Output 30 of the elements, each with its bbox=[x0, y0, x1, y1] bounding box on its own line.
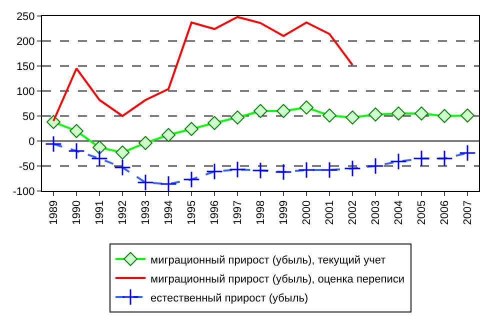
x-tick-label: 1993 bbox=[140, 200, 152, 225]
y-tick-label: 50 bbox=[22, 110, 35, 123]
legend-label: естественный прирост (убыль) bbox=[150, 292, 308, 304]
legend-label: миграционный прирост (убыль), текущий учет bbox=[150, 254, 386, 266]
y-tick-label: 200 bbox=[16, 36, 35, 48]
x-tick-label: 1990 bbox=[71, 200, 84, 225]
x-tick-label: 2003 bbox=[370, 200, 382, 225]
x-tick-label: 1994 bbox=[163, 200, 176, 225]
y-tick-label: 250 bbox=[16, 10, 35, 23]
x-tick-label: 1996 bbox=[209, 200, 222, 225]
x-tick-label: 2005 bbox=[416, 200, 428, 225]
x-tick-label: 2002 bbox=[347, 200, 360, 225]
x-tick-label: 2006 bbox=[439, 200, 452, 225]
x-tick-label: 2007 bbox=[462, 200, 474, 225]
y-tick-label: 0 bbox=[28, 136, 35, 148]
x-tick-label: 2004 bbox=[393, 200, 406, 225]
x-tick-label: 1992 bbox=[117, 200, 130, 225]
y-tick-label: 100 bbox=[16, 86, 35, 98]
y-tick-label: -50 bbox=[18, 160, 35, 173]
x-tick-label: 1997 bbox=[232, 200, 244, 225]
x-tick-label: 2001 bbox=[324, 200, 336, 225]
x-tick-label: 1999 bbox=[278, 200, 290, 225]
y-tick-label: -100 bbox=[12, 186, 35, 198]
y-tick-label: 150 bbox=[16, 60, 35, 73]
legend-label: миграционный прирост (убыль), оценка переписи bbox=[150, 273, 405, 286]
x-tick-label: 2000 bbox=[301, 200, 314, 225]
x-tick-label: 1991 bbox=[94, 200, 106, 225]
x-tick-label: 1998 bbox=[255, 200, 268, 225]
x-tick-label: 1989 bbox=[48, 200, 60, 225]
x-tick-label: 1995 bbox=[186, 200, 198, 225]
